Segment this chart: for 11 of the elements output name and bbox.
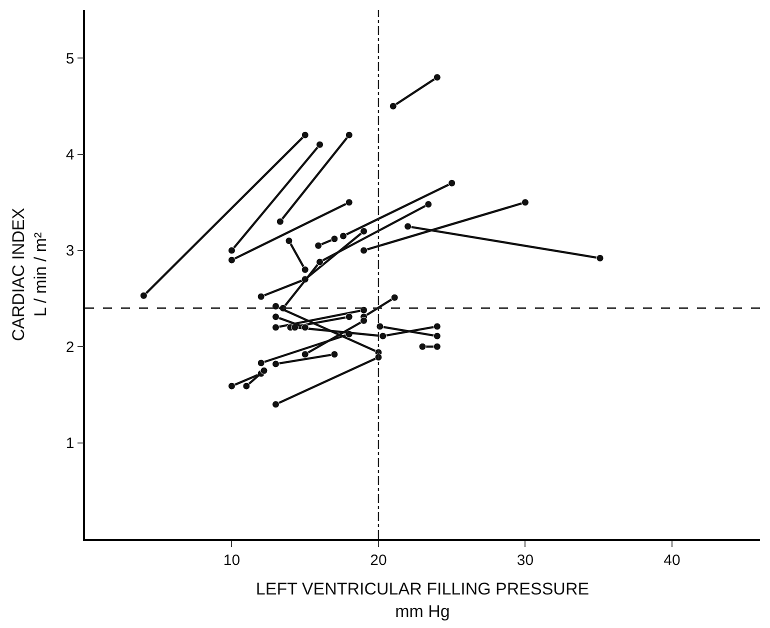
x-tick-label: 10 — [223, 552, 240, 569]
x-tick-label: 30 — [516, 552, 534, 569]
y-tick-label: 4 — [66, 146, 74, 164]
y-tick-label: 5 — [66, 50, 74, 68]
x-axis-title: LEFT VENTRICULAR FILLING PRESSURE mm Hg — [256, 580, 590, 621]
y-tick-label: 1 — [66, 435, 74, 452]
x-tick-label: 20 — [370, 552, 387, 569]
y-tick-label: 2 — [66, 338, 74, 356]
y-tick-label: 3 — [66, 242, 74, 260]
y-axis-title: CARDIAC INDEX L / min / m² — [8, 208, 50, 342]
x-tick-label: 40 — [664, 552, 680, 569]
